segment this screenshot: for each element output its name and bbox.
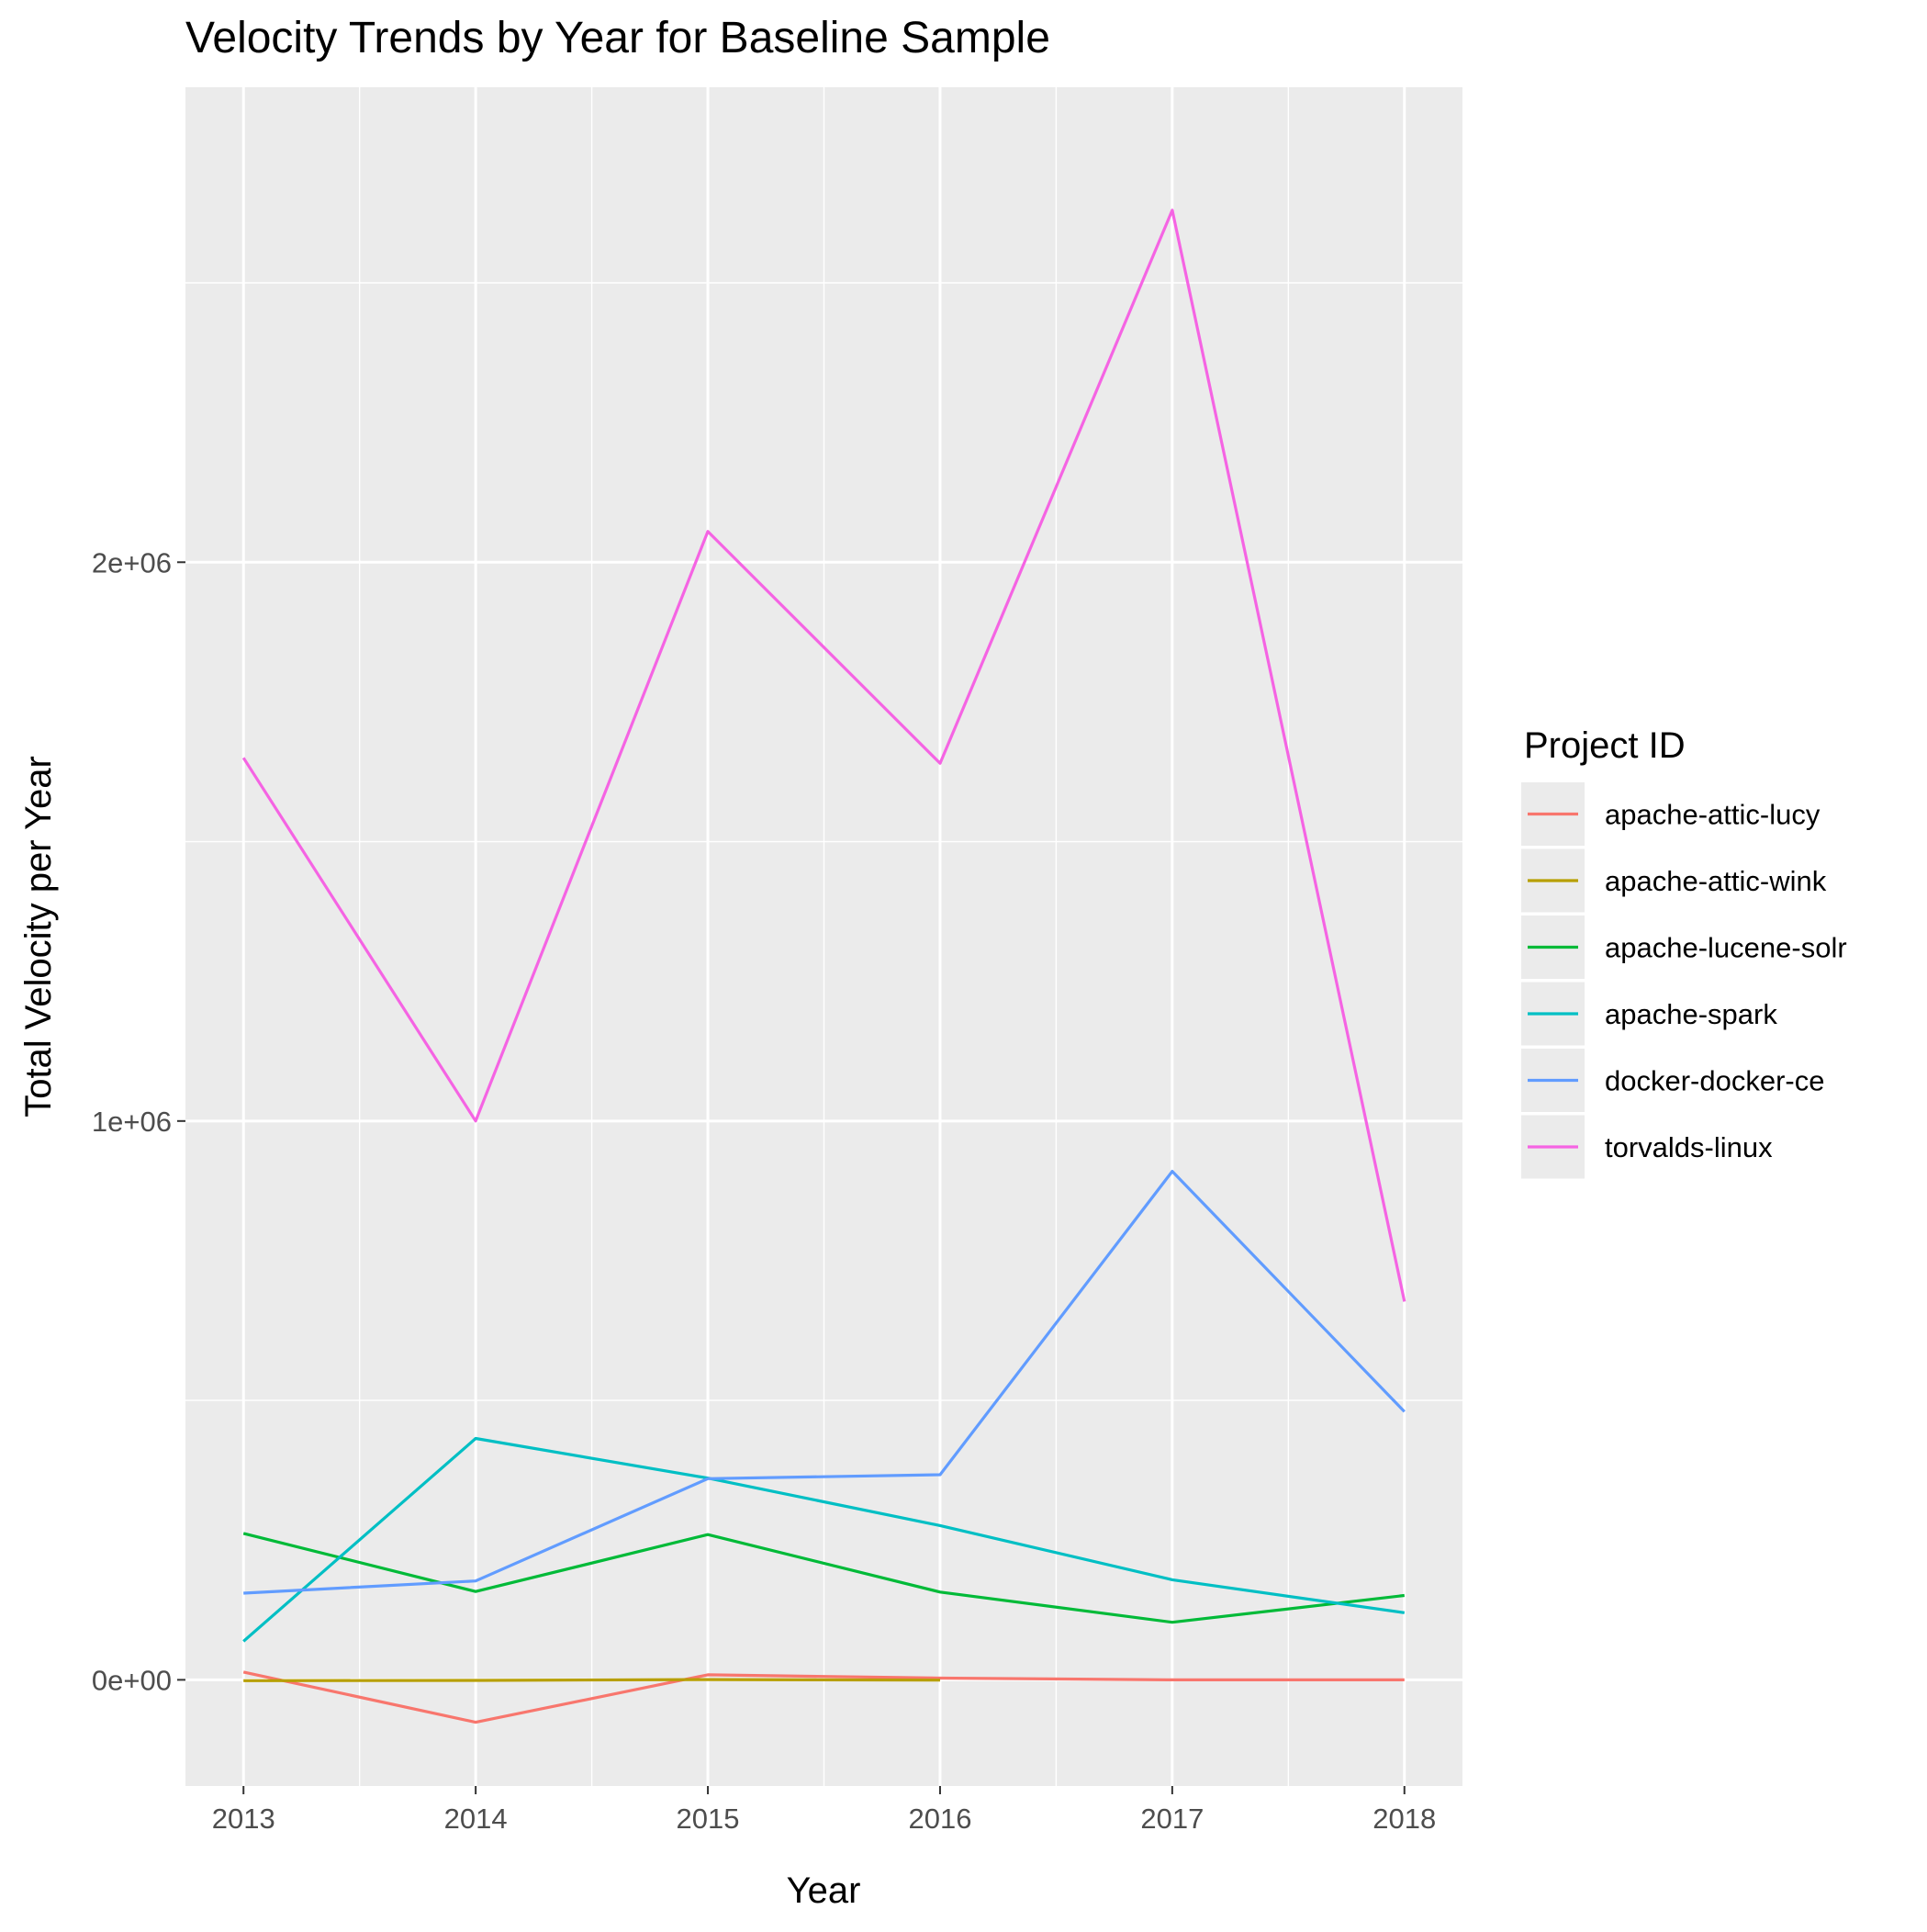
x-tick-label: 2018 (1372, 1803, 1436, 1835)
series-line-apache-attic-lucy (242, 1670, 1405, 1724)
series-layer (241, 208, 1406, 1724)
series-line-torvalds-linux (241, 208, 1406, 1302)
legend-label: apache-attic-wink (1605, 865, 1827, 897)
x-tick-label: 2015 (677, 1803, 740, 1835)
series-line-docker-docker-ce (243, 1169, 1406, 1595)
legend: Project ID apache-attic-lucyapache-attic… (1521, 725, 1847, 1179)
y-tick-label: 0e+00 (92, 1664, 172, 1696)
series-line-apache-spark (242, 1436, 1406, 1643)
axis-layer: 0e+00 1e+06 2e+06 2013 2014 2015 2016 2017 2018 (92, 546, 1436, 1835)
legend-label: torvalds-linux (1605, 1131, 1773, 1163)
legend-label: apache-spark (1605, 998, 1777, 1030)
x-tick-label: 2013 (212, 1803, 275, 1835)
legend-label: apache-attic-lucy (1605, 799, 1821, 831)
x-axis-title: Year (787, 1870, 861, 1911)
y-axis-title: Total Velocity per Year (18, 756, 59, 1118)
legend-title: Project ID (1524, 725, 1686, 766)
series-line-apache-attic-wink (243, 1678, 941, 1682)
legend-label: apache-lucene-solr (1605, 932, 1847, 964)
legend-items: apache-attic-lucy apache-attic-wink apache… (1521, 782, 1847, 1179)
chart-title: Velocity Trends by Year for Baseline Sam… (185, 14, 1050, 62)
legend-label: docker-docker-ce (1605, 1065, 1824, 1097)
x-tick-label: 2014 (444, 1803, 508, 1835)
y-tick-label: 1e+06 (92, 1106, 172, 1138)
x-tick-label: 2017 (1140, 1803, 1204, 1835)
y-tick-label: 2e+06 (92, 546, 172, 578)
x-tick-label: 2016 (908, 1803, 971, 1835)
